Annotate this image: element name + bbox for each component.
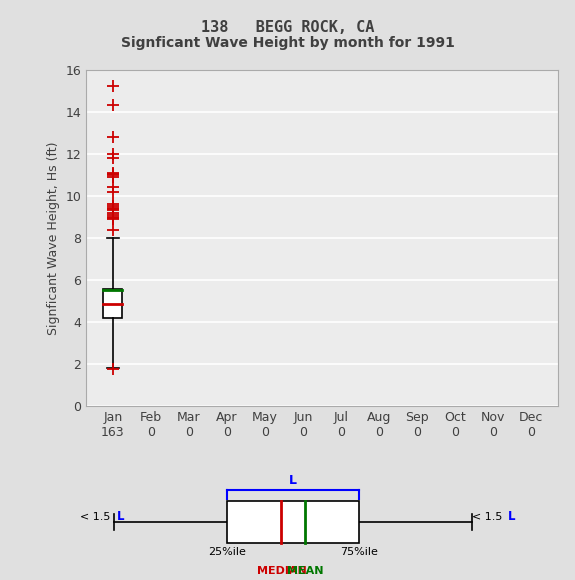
Text: L: L bbox=[116, 510, 124, 523]
Text: 75%ile: 75%ile bbox=[340, 547, 378, 557]
Text: 25%ile: 25%ile bbox=[208, 547, 246, 557]
Text: MEAN: MEAN bbox=[287, 566, 323, 576]
Bar bbox=[227, 501, 359, 543]
Y-axis label: Signficant Wave Height, Hs (ft): Signficant Wave Height, Hs (ft) bbox=[47, 141, 60, 335]
Text: L: L bbox=[508, 510, 515, 523]
Text: MEDIAN: MEDIAN bbox=[256, 566, 306, 576]
Text: 0: 0 bbox=[337, 426, 345, 439]
Text: 0: 0 bbox=[261, 426, 269, 439]
Text: L: L bbox=[289, 473, 297, 487]
Text: Signficant Wave Height by month for 1991: Signficant Wave Height by month for 1991 bbox=[121, 36, 454, 50]
Text: 0: 0 bbox=[527, 426, 535, 439]
Bar bbox=[104, 289, 122, 318]
Text: 138   BEGG ROCK, CA: 138 BEGG ROCK, CA bbox=[201, 20, 374, 35]
Text: 0: 0 bbox=[223, 426, 231, 439]
Text: 163: 163 bbox=[101, 426, 125, 439]
Text: 0: 0 bbox=[413, 426, 421, 439]
Text: < 1.5: < 1.5 bbox=[80, 512, 114, 522]
Text: 0: 0 bbox=[375, 426, 383, 439]
Text: 0: 0 bbox=[185, 426, 193, 439]
Text: 0: 0 bbox=[489, 426, 497, 439]
Text: 0: 0 bbox=[451, 426, 459, 439]
Text: 0: 0 bbox=[299, 426, 307, 439]
Text: < 1.5: < 1.5 bbox=[473, 512, 507, 522]
Text: 0: 0 bbox=[147, 426, 155, 439]
